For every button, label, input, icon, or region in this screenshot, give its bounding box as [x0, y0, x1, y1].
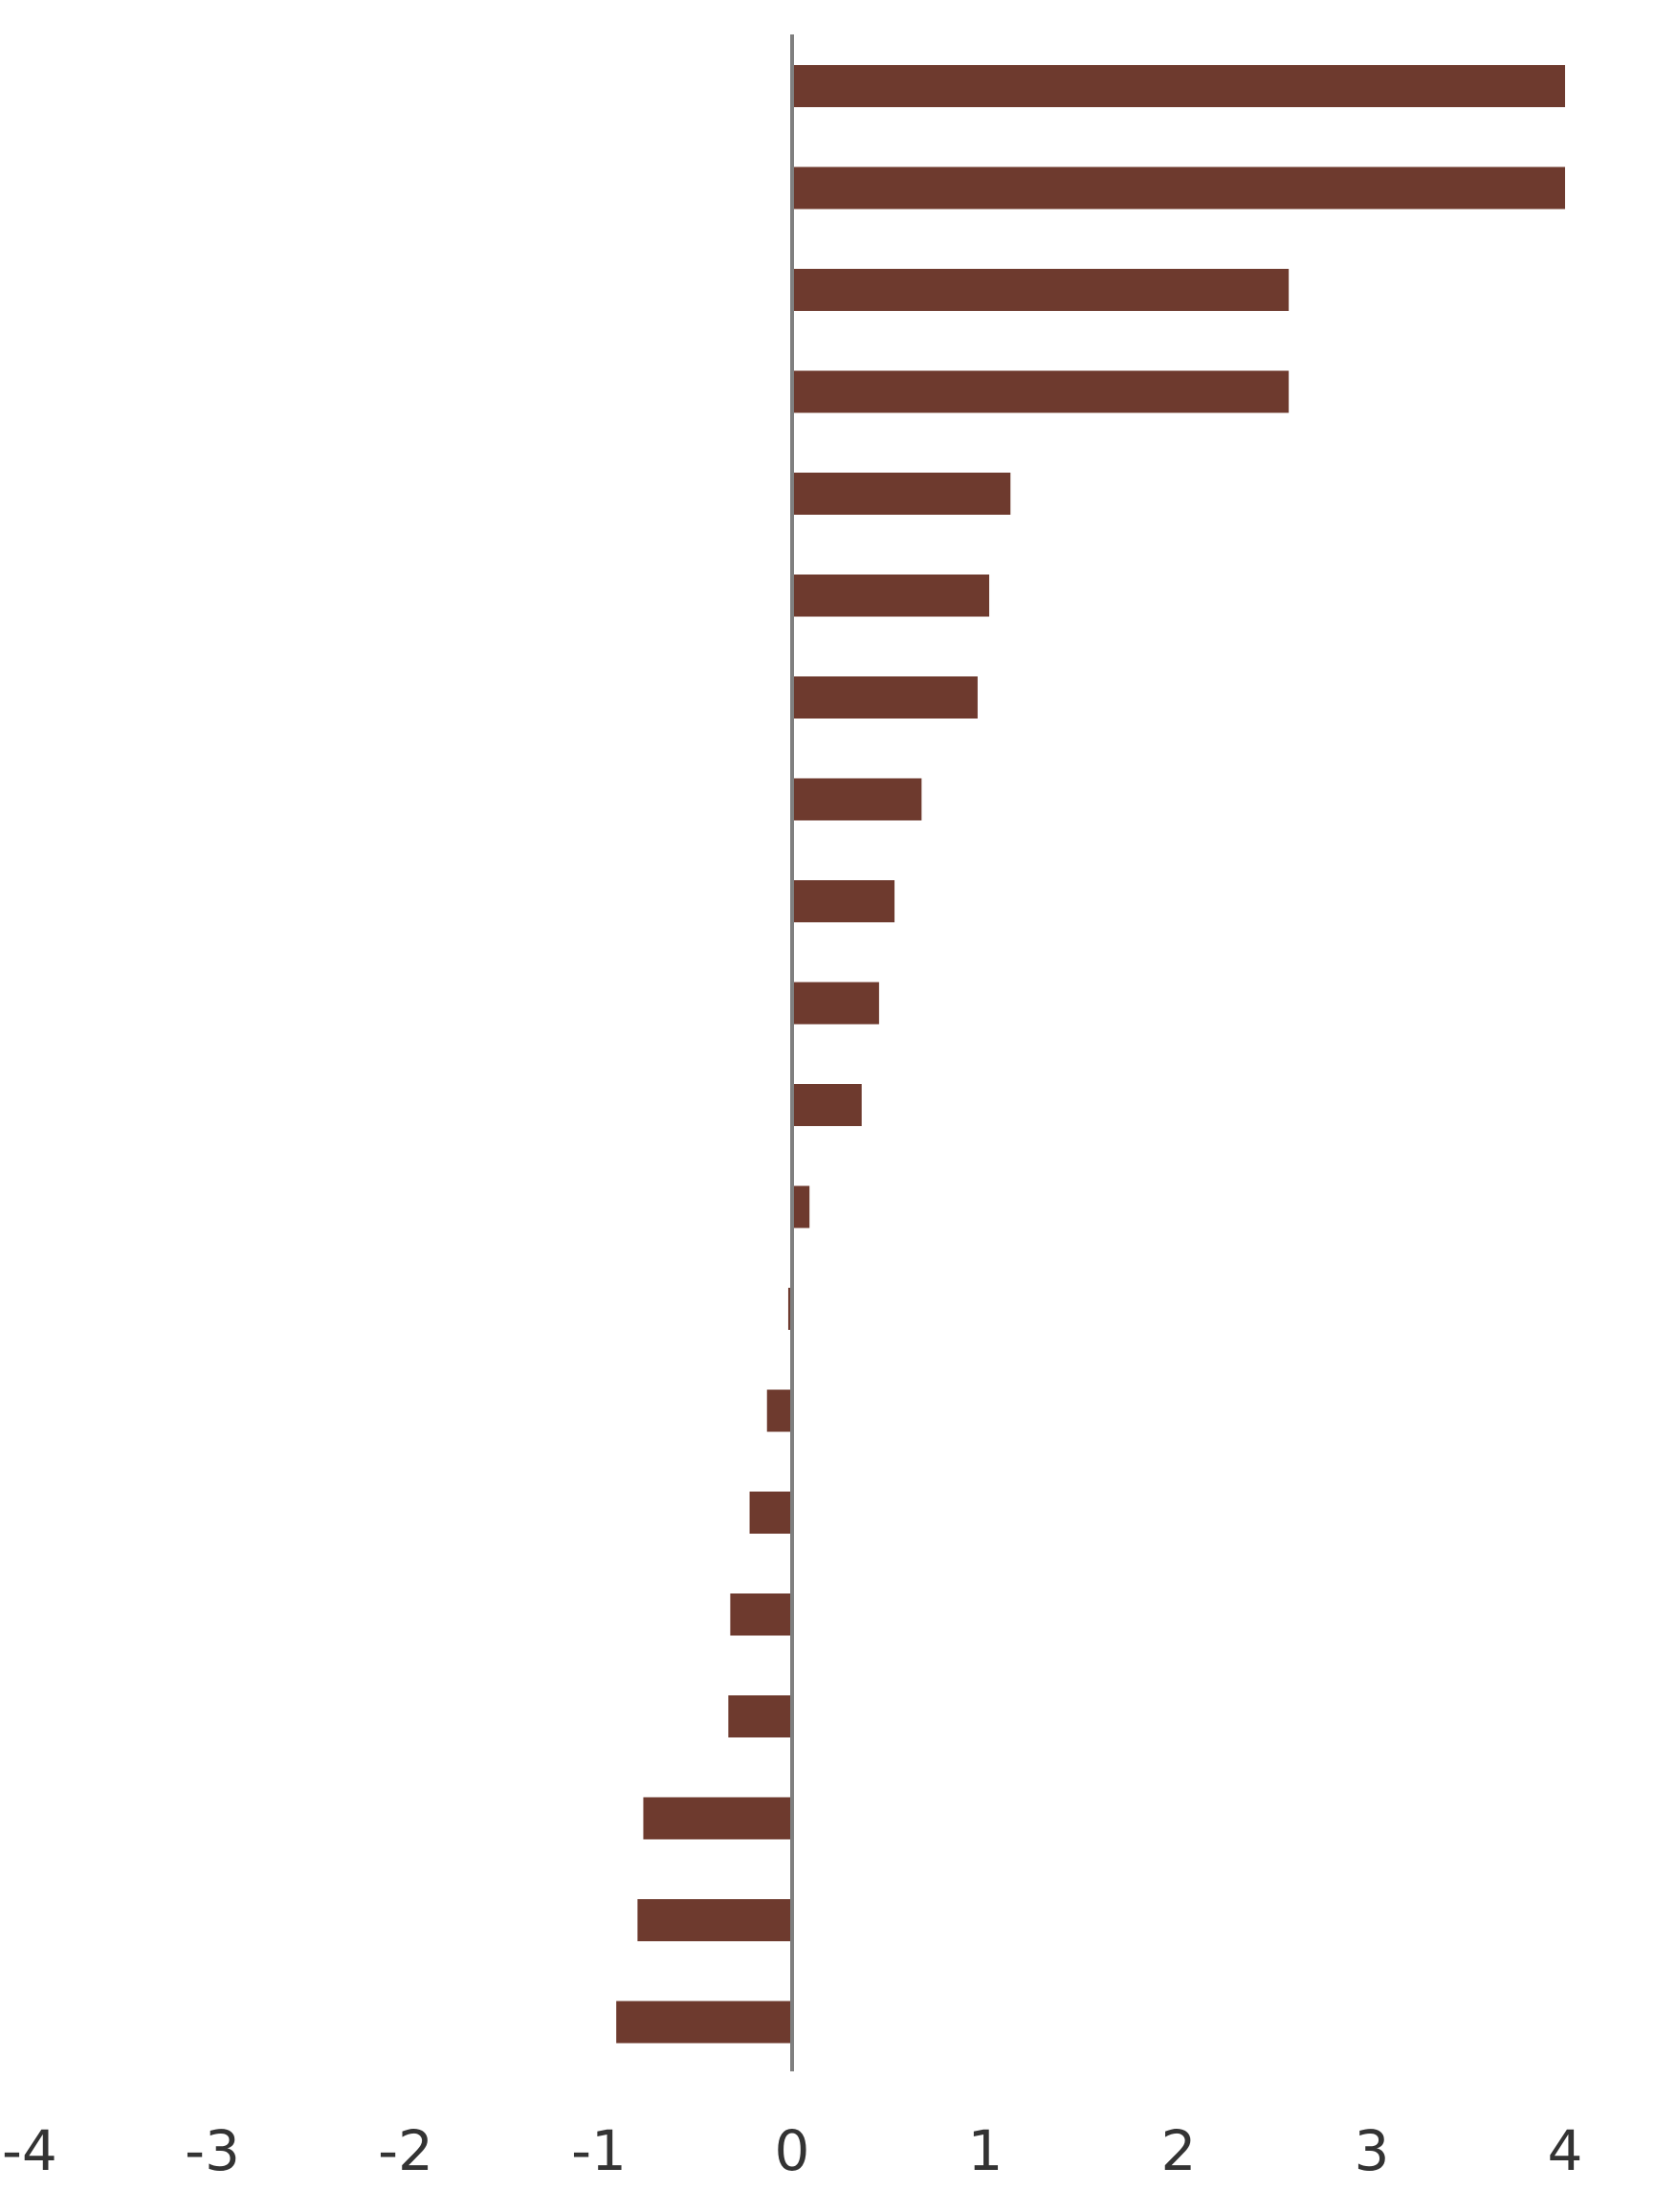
bar-5: [792, 574, 990, 617]
bar-18: [637, 1899, 792, 1941]
bar-12: [787, 1288, 792, 1330]
x-tick-label: 4: [1548, 2118, 1583, 2183]
bar-4: [792, 473, 1011, 515]
x-tick-label: -1: [571, 2118, 627, 2183]
x-tick-label: -3: [185, 2118, 240, 2183]
x-tick-label: -2: [378, 2118, 433, 2183]
bar-3: [792, 370, 1290, 413]
bar-1: [792, 166, 1565, 210]
bar-0: [792, 65, 1565, 107]
x-tick-label: 1: [968, 2118, 1004, 2183]
bar-9: [792, 982, 879, 1025]
x-tick-label: 2: [1161, 2118, 1197, 2183]
x-tick-label: 3: [1355, 2118, 1390, 2183]
bar-16: [728, 1695, 792, 1737]
bar-17: [643, 1797, 792, 1840]
bar-13: [766, 1389, 792, 1432]
bar-10: [792, 1084, 862, 1126]
bar-7: [792, 778, 922, 821]
bar-8: [792, 880, 895, 922]
x-tick-label: 0: [775, 2118, 810, 2183]
bar-15: [730, 1593, 792, 1636]
x-tick-label: -4: [2, 2118, 57, 2183]
bar-2: [792, 269, 1290, 311]
bar-11: [792, 1185, 810, 1228]
bar-14: [749, 1492, 792, 1534]
bar-6: [792, 676, 978, 719]
bar-19: [616, 2001, 792, 2044]
